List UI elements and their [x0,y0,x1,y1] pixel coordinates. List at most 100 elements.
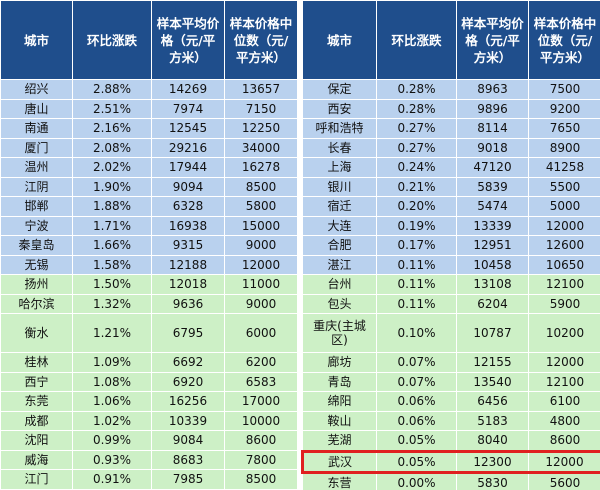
value-cell: 6204 [456,293,529,314]
value-cell: 12000 [528,449,600,474]
table-body: 保定 0.28% 8963 7500 西安 0.28% 9896 9200 呼和浩特 0.27% 8… [301,79,600,490]
value-cell: 0.99% [72,430,152,451]
value-cell: 12100 [528,371,600,392]
city-cell: 台州 [302,274,377,295]
city-cell: 绵阳 [302,391,377,412]
city-cell: 西宁 [0,371,73,392]
table-row: 包头 0.11% 6204 5900 [302,293,600,314]
value-cell: 0.91% [72,469,152,490]
value-cell: 11000 [224,274,298,295]
value-cell: 0.93% [72,449,152,470]
value-cell: 10000 [224,410,298,431]
city-cell: 大连 [302,215,377,236]
value-cell: 2.02% [72,157,152,178]
table-row: 绵阳 0.06% 6456 6100 [302,391,600,412]
value-cell: 0.28% [376,98,457,119]
header-cell: 环比涨跌 [376,0,457,80]
value-cell: 8600 [528,430,600,452]
value-cell: 1.21% [72,313,152,353]
table-row: 成都 1.02% 10339 10000 [0,410,298,431]
city-cell: 西安 [302,98,377,119]
value-cell: 5800 [224,196,298,217]
value-cell: 7150 [224,98,298,119]
value-cell: 0.05% [376,449,457,474]
city-cell: 桂林 [0,352,73,373]
city-cell: 合肥 [302,235,377,256]
table-row: 西宁 1.08% 6920 6583 [0,371,298,392]
city-cell: 廊坊 [302,352,377,373]
table-header: 城市 环比涨跌 样本平均价格（元/平方米） 样本价格中位数（元/平方米） [302,0,600,80]
value-cell: 16938 [151,215,225,236]
value-cell: 9094 [151,176,225,197]
value-cell: 5500 [528,176,600,197]
table-row: 邯郸 1.88% 6328 5800 [0,196,298,217]
table-row: 廊坊 0.07% 12155 12000 [302,352,600,373]
value-cell: 6100 [528,391,600,412]
value-cell: 2.88% [72,79,152,100]
value-cell: 0.19% [376,215,457,236]
table-row: 合肥 0.17% 12951 12600 [302,235,600,256]
value-cell: 1.32% [72,293,152,314]
value-cell: 8500 [224,469,298,490]
table-row: 上海 0.24% 47120 41258 [302,157,600,178]
table-row: 江阴 1.90% 9094 8500 [0,176,298,197]
city-cell: 宁波 [0,215,73,236]
value-cell: 6000 [224,313,298,353]
table-row: 温州 2.02% 17944 16278 [0,157,298,178]
value-cell: 1.02% [72,410,152,431]
table-row: 武汉 0.05% 12300 12000 [301,449,600,474]
header-cell: 样本价格中位数（元/平方米） [224,0,298,80]
value-cell: 8600 [224,430,298,451]
table-row: 唐山 2.51% 7974 7150 [0,98,298,119]
table-row: 大连 0.19% 13339 12000 [302,215,600,236]
value-cell: 5839 [456,176,529,197]
header-cell: 样本平均价格（元/平方米） [151,0,225,80]
value-cell: 6920 [151,371,225,392]
value-cell: 0.27% [376,137,457,158]
value-cell: 12250 [224,118,298,139]
header-cell: 环比涨跌 [72,0,152,80]
city-cell: 呼和浩特 [302,118,377,139]
table-row: 厦门 2.08% 29216 34000 [0,137,298,158]
table-header: 城市 环比涨跌 样本平均价格（元/平方米） 样本价格中位数（元/平方米） [0,0,298,80]
value-cell: 12188 [151,254,225,275]
value-cell: 0.21% [376,176,457,197]
value-cell: 9000 [224,235,298,256]
header-row: 城市 环比涨跌 样本平均价格（元/平方米） 样本价格中位数（元/平方米） [0,0,298,80]
city-cell: 保定 [302,79,377,100]
value-cell: 0.17% [376,235,457,256]
value-cell: 9636 [151,293,225,314]
city-cell: 扬州 [0,274,73,295]
value-cell: 12018 [151,274,225,295]
city-cell: 威海 [0,449,73,470]
value-cell: 13108 [456,274,529,295]
table-row: 宿迁 0.20% 5474 5000 [302,196,600,217]
value-cell: 5830 [456,472,529,490]
table-row: 重庆(主城区) 0.10% 10787 10200 [302,313,600,353]
header-cell: 城市 [0,0,73,80]
table-row: 西安 0.28% 9896 9200 [302,98,600,119]
value-cell: 17000 [224,391,298,412]
value-cell: 9200 [528,98,600,119]
table-row: 衡水 1.21% 6795 6000 [0,313,298,353]
value-cell: 12951 [456,235,529,256]
price-table: 城市 环比涨跌 样本平均价格（元/平方米） 样本价格中位数（元/平方米） 保定 0.28%… [301,0,600,490]
value-cell: 13657 [224,79,298,100]
value-cell: 9018 [456,137,529,158]
table-row: 东莞 1.06% 16256 17000 [0,391,298,412]
value-cell: 1.50% [72,274,152,295]
value-cell: 12155 [456,352,529,373]
table-row: 银川 0.21% 5839 5500 [302,176,600,197]
table-row: 江门 0.91% 7985 8500 [0,469,298,490]
table-row: 南通 2.16% 12545 12250 [0,118,298,139]
value-cell: 29216 [151,137,225,158]
city-cell: 无锡 [0,254,73,275]
table-row: 芜湖 0.05% 8040 8600 [302,430,600,452]
value-cell: 12100 [528,274,600,295]
value-cell: 2.08% [72,137,152,158]
value-cell: 10339 [151,410,225,431]
value-cell: 9896 [456,98,529,119]
table-row: 秦皇岛 1.66% 9315 9000 [0,235,298,256]
city-cell: 哈尔滨 [0,293,73,314]
